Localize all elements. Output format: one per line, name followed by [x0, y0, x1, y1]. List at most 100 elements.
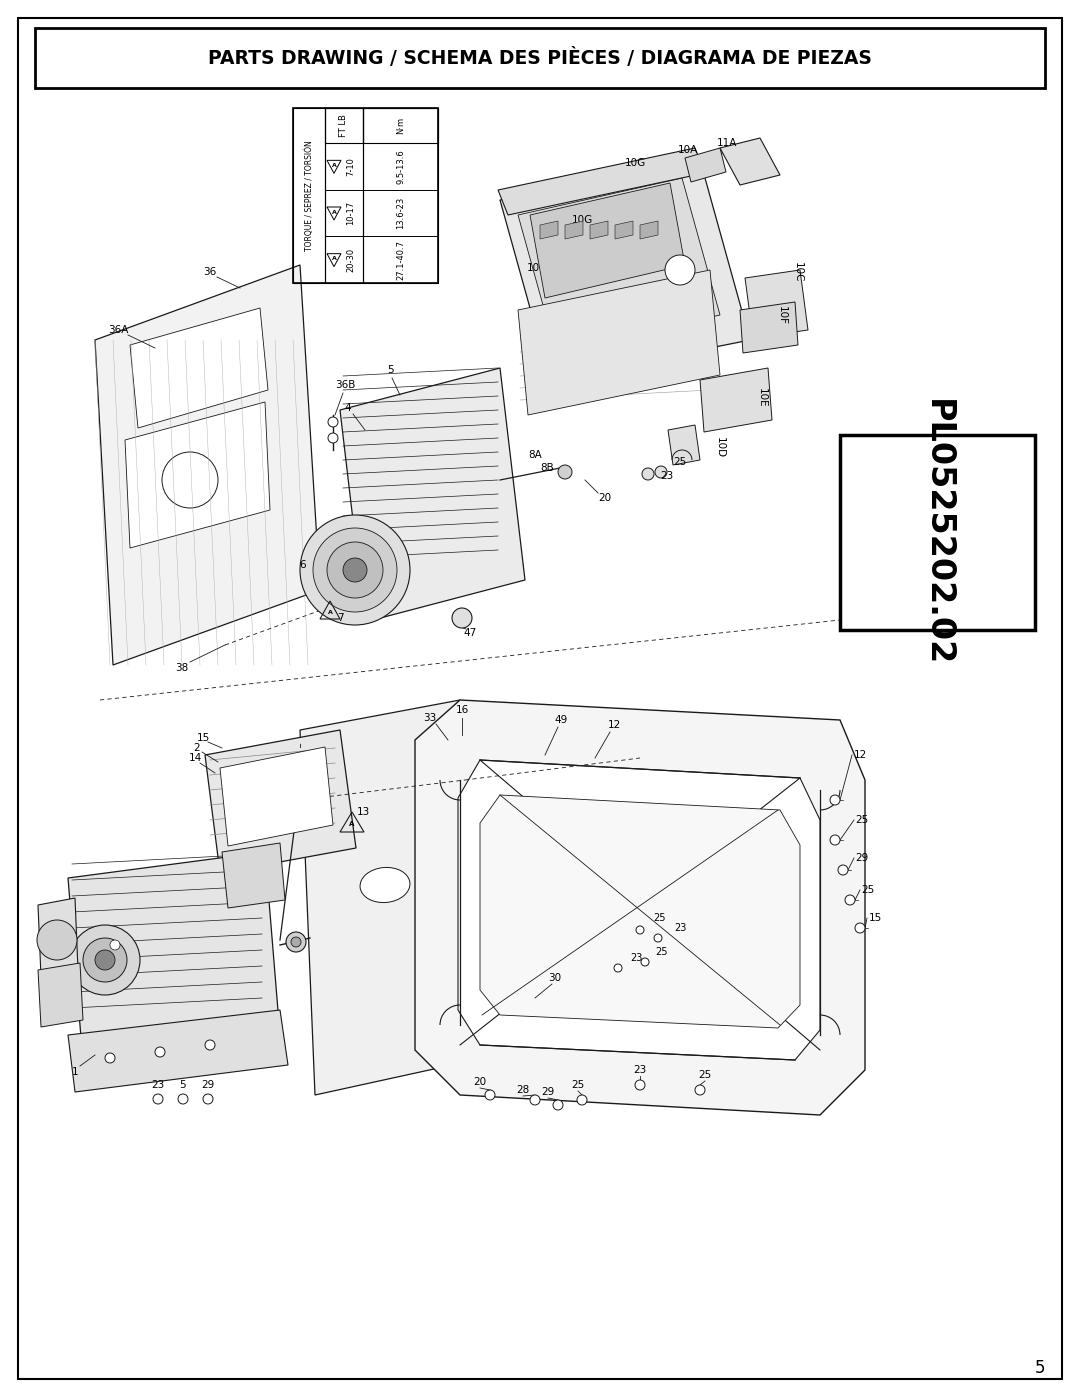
Circle shape	[485, 1090, 495, 1099]
Text: 5: 5	[179, 1080, 187, 1090]
Text: 25: 25	[699, 1070, 712, 1080]
Text: 14: 14	[188, 753, 202, 763]
Circle shape	[291, 937, 301, 947]
Circle shape	[838, 865, 848, 875]
Text: 11A: 11A	[717, 138, 738, 148]
Polygon shape	[518, 270, 720, 415]
Circle shape	[615, 964, 622, 972]
Circle shape	[654, 935, 662, 942]
Text: 7-10: 7-10	[347, 156, 355, 176]
Circle shape	[654, 467, 667, 478]
Circle shape	[642, 958, 649, 965]
Circle shape	[83, 937, 127, 982]
Text: 12: 12	[853, 750, 866, 760]
Text: N·m: N·m	[396, 117, 405, 134]
Text: 10G: 10G	[624, 158, 646, 168]
Polygon shape	[205, 731, 356, 873]
Text: 29: 29	[855, 854, 868, 863]
Bar	[363, 108, 438, 142]
Text: 8B: 8B	[540, 462, 554, 474]
Bar	[325, 236, 363, 284]
Text: 15: 15	[197, 733, 210, 743]
Text: PARTS DRAWING / SCHEMA DES PIÈCES / DIAGRAMA DE PIEZAS: PARTS DRAWING / SCHEMA DES PIÈCES / DIAG…	[208, 47, 872, 68]
Text: 10-17: 10-17	[347, 201, 355, 225]
Bar	[363, 108, 438, 284]
Text: 5: 5	[1035, 1359, 1045, 1377]
Polygon shape	[745, 270, 808, 338]
Text: 10F: 10F	[777, 306, 787, 324]
Polygon shape	[500, 161, 750, 380]
Text: 13: 13	[356, 807, 369, 817]
Text: 23: 23	[630, 953, 643, 963]
Text: 36A: 36A	[108, 326, 129, 335]
Circle shape	[162, 453, 218, 509]
Bar	[325, 108, 363, 284]
Text: 20: 20	[473, 1077, 487, 1087]
Polygon shape	[530, 183, 685, 298]
Circle shape	[286, 932, 306, 951]
Text: 20-30: 20-30	[347, 247, 355, 272]
Polygon shape	[540, 221, 558, 239]
Polygon shape	[68, 852, 280, 1062]
Polygon shape	[415, 700, 865, 1115]
Circle shape	[105, 1053, 114, 1063]
Circle shape	[95, 950, 114, 970]
Polygon shape	[38, 898, 78, 977]
Text: 49: 49	[554, 715, 568, 725]
Circle shape	[203, 1094, 213, 1104]
Text: PL0525202.02: PL0525202.02	[921, 400, 954, 666]
Polygon shape	[590, 221, 608, 239]
Bar	[35, 28, 1045, 88]
Text: 2: 2	[193, 743, 200, 753]
Circle shape	[178, 1094, 188, 1104]
Text: A: A	[349, 821, 354, 827]
Text: 5: 5	[387, 365, 393, 374]
Polygon shape	[222, 842, 285, 908]
Polygon shape	[700, 367, 772, 432]
Bar	[325, 108, 363, 142]
Bar	[293, 108, 438, 284]
Circle shape	[665, 256, 696, 285]
Circle shape	[558, 465, 572, 479]
Text: 10A: 10A	[678, 145, 698, 155]
Text: 23: 23	[151, 1080, 164, 1090]
Circle shape	[636, 926, 644, 935]
Circle shape	[205, 1039, 215, 1051]
Circle shape	[696, 1085, 705, 1095]
Circle shape	[343, 557, 367, 583]
Text: 6: 6	[299, 560, 307, 570]
Polygon shape	[565, 221, 583, 239]
Text: 4: 4	[345, 402, 351, 414]
Polygon shape	[130, 307, 268, 427]
Polygon shape	[458, 760, 820, 1060]
Text: 33: 33	[423, 712, 436, 724]
Circle shape	[313, 528, 397, 612]
Text: A: A	[327, 609, 333, 615]
Text: 25: 25	[653, 914, 666, 923]
Text: 27.1-40.7: 27.1-40.7	[396, 240, 405, 279]
Text: A: A	[332, 210, 337, 215]
Circle shape	[553, 1099, 563, 1111]
Circle shape	[642, 468, 654, 481]
Polygon shape	[615, 221, 633, 239]
Text: 28: 28	[516, 1085, 529, 1095]
Circle shape	[328, 416, 338, 427]
Text: 25: 25	[673, 457, 687, 467]
Text: 20: 20	[598, 493, 611, 503]
Text: 7: 7	[337, 613, 343, 623]
Text: 16: 16	[456, 705, 469, 715]
Text: 36B: 36B	[335, 380, 355, 390]
Bar	[363, 142, 438, 190]
Polygon shape	[685, 148, 726, 182]
Bar	[363, 190, 438, 236]
Text: 25: 25	[571, 1080, 584, 1090]
Circle shape	[37, 921, 77, 960]
Text: 23: 23	[633, 1065, 647, 1076]
Bar	[363, 236, 438, 284]
Polygon shape	[220, 747, 333, 847]
Circle shape	[635, 1080, 645, 1090]
Text: 9.5-13.6: 9.5-13.6	[396, 149, 405, 184]
Polygon shape	[68, 1010, 288, 1092]
Text: 12: 12	[607, 719, 621, 731]
Circle shape	[300, 515, 410, 624]
